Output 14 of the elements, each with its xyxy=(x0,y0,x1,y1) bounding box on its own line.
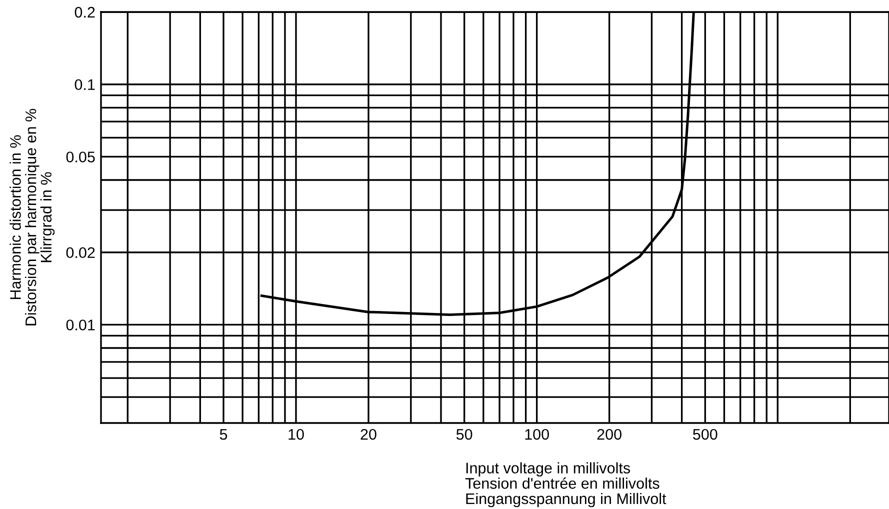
y-tick-label: 0.2 xyxy=(74,6,95,18)
x-tick-label: 50 xyxy=(456,428,472,440)
x-axis-title: Input voltage in millivolts Tension d'entrée en millivolts Eingangsspannung in Millivolt xyxy=(465,462,666,508)
x-tick-label: 100 xyxy=(525,428,549,440)
y-tick-label: 0.05 xyxy=(66,152,95,162)
y-tick-label: 0.01 xyxy=(66,320,95,330)
x-tick-label: 10 xyxy=(288,428,304,440)
x-tick-label: 500 xyxy=(693,428,718,440)
y-axis-title: Harmonic distortion in % Distorsion par harmonique en % Klirrgrad in % xyxy=(10,108,55,326)
y-tick-label: 0.1 xyxy=(74,79,95,90)
x-tick-label: 5 xyxy=(220,429,228,440)
x-tick-label: 20 xyxy=(360,428,376,440)
y-tick-label: 0.02 xyxy=(66,247,95,258)
x-tick-label: 200 xyxy=(597,428,622,440)
